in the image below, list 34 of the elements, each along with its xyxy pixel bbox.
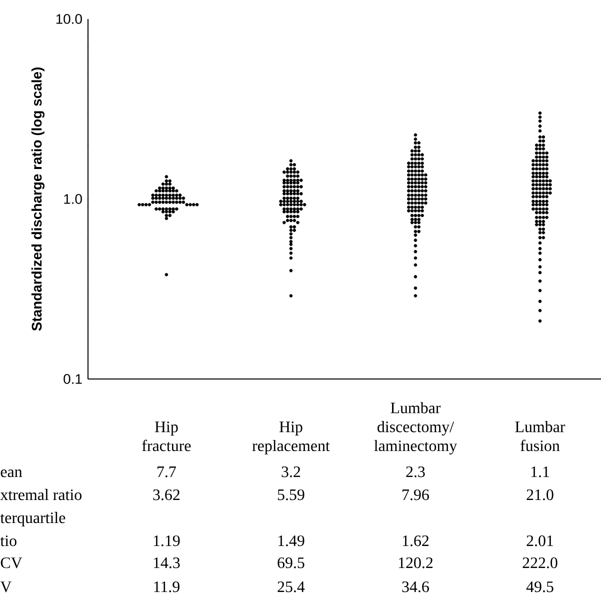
text: 7.7 xyxy=(158,466,176,478)
text: 3.2 xyxy=(282,466,300,478)
text: xtremal ratio xyxy=(0,488,82,500)
text: 69.5 xyxy=(278,557,304,568)
text: 3.62 xyxy=(153,489,180,500)
text: 1.1 xyxy=(531,466,550,478)
x-tick-label: Lumbar fusion xyxy=(515,421,566,452)
y-tick-label: 10.0 xyxy=(56,14,82,24)
text: 1.49 xyxy=(278,535,304,546)
text: 49.5 xyxy=(526,581,554,592)
text: tio xyxy=(0,535,16,546)
text: CV xyxy=(0,557,22,568)
x-tick-label: Hip replacement xyxy=(252,422,330,454)
text: 2.01 xyxy=(526,535,553,546)
x-tick-label: Lumbar discectomy/ laminectomy xyxy=(374,402,458,454)
text: 21.0 xyxy=(526,489,554,500)
text: terquartile xyxy=(0,512,66,526)
text: 5.59 xyxy=(278,489,304,500)
text: 1.62 xyxy=(402,535,429,546)
text: 2.3 xyxy=(406,466,425,478)
text: 222.0 xyxy=(522,557,558,568)
text: 11.9 xyxy=(154,581,180,592)
text: 7.96 xyxy=(402,489,429,500)
text: 25.4 xyxy=(278,581,305,592)
y-tick-label: 1.0 xyxy=(64,194,82,204)
text: 120.2 xyxy=(398,557,433,568)
text: 14.3 xyxy=(154,557,180,568)
x-tick-label: Hip fracture xyxy=(142,422,191,452)
y-tick-label: 0.1 xyxy=(64,374,82,384)
text: 34.6 xyxy=(402,581,429,592)
text: ean xyxy=(0,469,22,478)
text: 1.19 xyxy=(154,535,180,546)
y-axis-title: Standardized discharge ratio (log scale) xyxy=(31,68,44,331)
text: V xyxy=(0,582,12,592)
